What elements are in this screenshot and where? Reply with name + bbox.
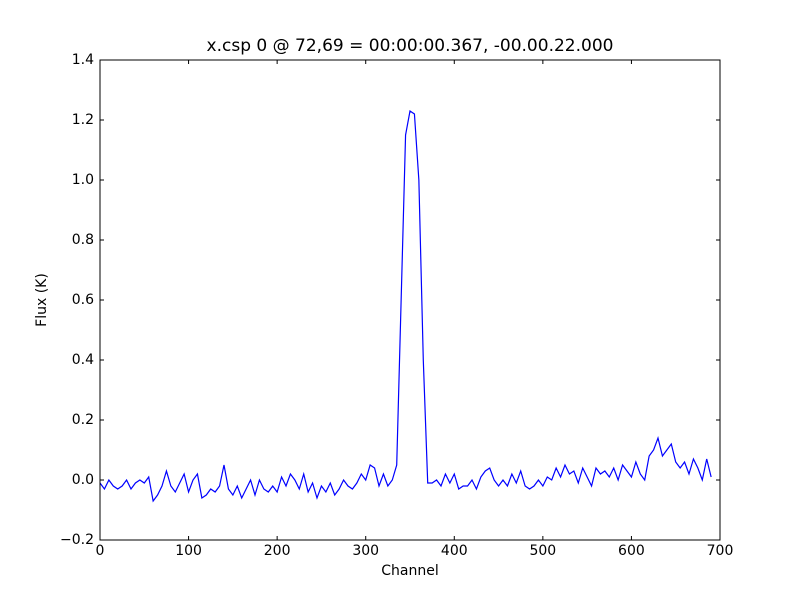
y-tick-label: 1.2: [72, 112, 94, 128]
x-tick-label: 100: [175, 543, 202, 559]
y-tick-label: 0.2: [72, 412, 94, 428]
y-tick-label: 0.0: [72, 472, 94, 488]
x-tick-label: 0: [96, 543, 105, 559]
y-tick-label: −0.2: [60, 532, 94, 548]
x-tick-label: 300: [352, 543, 379, 559]
x-tick-label: 600: [618, 543, 645, 559]
line-series: [99, 109, 712, 503]
plot-frame: [99, 59, 721, 541]
x-axis-label: Channel: [381, 563, 438, 579]
x-tick-label: 700: [707, 543, 734, 559]
y-tick-label: 0.4: [72, 352, 94, 368]
y-tick-label: 0.8: [72, 232, 94, 248]
y-tick-label: 1.4: [72, 52, 94, 68]
y-axis-label: Flux (K): [34, 273, 50, 327]
x-tick-label: 200: [264, 543, 291, 559]
y-tick-label: 0.6: [72, 292, 94, 308]
x-tick-label: 500: [529, 543, 556, 559]
x-tick-label: 400: [441, 543, 468, 559]
chart-title: x.csp 0 @ 72,69 = 00:00:00.367, -00.00.2…: [207, 36, 614, 56]
y-tick-label: 1.0: [72, 172, 94, 188]
